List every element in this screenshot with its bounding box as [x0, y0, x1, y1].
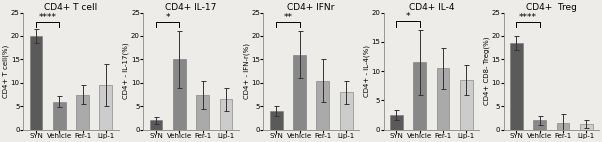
- Bar: [533, 120, 546, 130]
- Bar: [53, 102, 66, 130]
- Bar: [293, 55, 306, 130]
- Title: CD4+ IL-4: CD4+ IL-4: [409, 3, 454, 12]
- Y-axis label: CD4+ - IL-4(%): CD4+ - IL-4(%): [363, 45, 370, 97]
- Bar: [580, 124, 593, 130]
- Bar: [196, 95, 209, 130]
- Y-axis label: CD4+ - IL-17(%): CD4+ - IL-17(%): [123, 43, 129, 99]
- Bar: [340, 92, 353, 130]
- Bar: [317, 81, 329, 130]
- Text: ****: ****: [519, 13, 537, 22]
- Text: **: **: [284, 13, 293, 22]
- Bar: [150, 120, 163, 130]
- Y-axis label: CD4+ - IFN-r(%): CD4+ - IFN-r(%): [243, 43, 249, 99]
- Bar: [436, 68, 449, 130]
- Text: *: *: [166, 13, 170, 22]
- Bar: [99, 85, 113, 130]
- Title: CD4+ T cell: CD4+ T cell: [45, 3, 98, 12]
- Text: *: *: [406, 12, 410, 21]
- Title: CD4+ IL-17: CD4+ IL-17: [166, 3, 217, 12]
- Bar: [510, 43, 523, 130]
- Bar: [270, 111, 282, 130]
- Y-axis label: CD4+ CD8- Treg(%): CD4+ CD8- Treg(%): [483, 37, 490, 105]
- Title: CD4+  Treg: CD4+ Treg: [526, 3, 577, 12]
- Bar: [557, 123, 569, 130]
- Title: CD4+ IFNr: CD4+ IFNr: [288, 3, 335, 12]
- Bar: [76, 95, 89, 130]
- Bar: [29, 36, 42, 130]
- Bar: [413, 62, 426, 130]
- Bar: [460, 80, 473, 130]
- Y-axis label: CD4+ T cell(%): CD4+ T cell(%): [3, 45, 9, 98]
- Bar: [220, 99, 232, 130]
- Text: ****: ****: [39, 13, 57, 22]
- Bar: [173, 59, 186, 130]
- Bar: [390, 115, 403, 130]
